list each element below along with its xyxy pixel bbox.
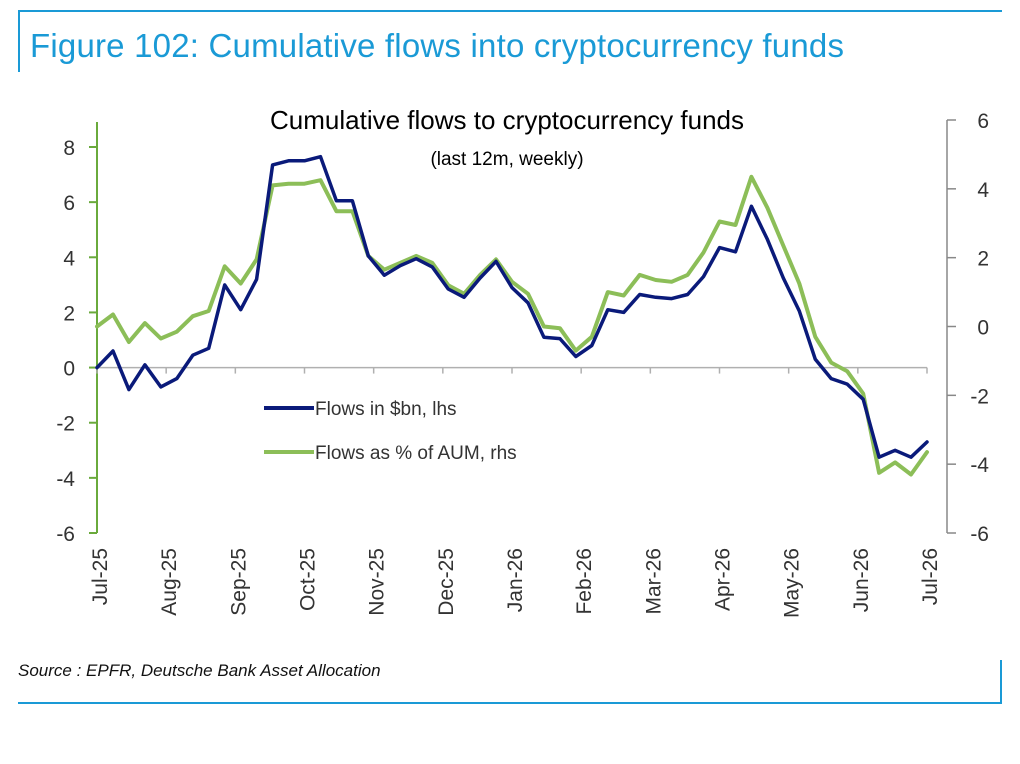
series-line-flows-pct-aum	[95, 174, 929, 477]
right-tick-label: -6	[970, 523, 989, 546]
x-tick-label: Oct-25	[297, 548, 320, 611]
left-tick-label: -2	[56, 413, 75, 436]
right-tick-label: -2	[970, 385, 989, 408]
figure-title: Figure 102: Cumulative flows into crypto…	[30, 27, 845, 64]
frame-right-rule	[1000, 660, 1002, 704]
legend-label-flows-bn: Flows in $bn, lhs	[315, 399, 457, 420]
axes-layer: -6 -4 -2 0 2 4 6 8 Jul-25 Aug-25 Sep-25 Oct-25 Nov-2…	[56, 110, 989, 618]
left-tick-label: 2	[63, 302, 75, 325]
series-line-flows-bn	[95, 154, 929, 459]
right-tick-label: 4	[977, 179, 989, 202]
series-layer	[95, 154, 929, 477]
x-tick-label: Jul-26	[919, 548, 942, 605]
x-tick-label: Sep-25	[227, 548, 250, 616]
right-tick-label: 2	[977, 248, 989, 271]
source-note: Source : EPFR, Deutsche Bank Asset Alloc…	[18, 661, 381, 680]
frame-top-rule	[18, 10, 1002, 12]
chart-subtitle: (last 12m, weekly)	[430, 149, 583, 170]
x-tick-label: Jan-26	[504, 548, 527, 612]
chart-title: Cumulative flows to cryptocurrency funds	[270, 105, 744, 135]
left-tick-label: -4	[56, 468, 75, 491]
left-tick-label: 0	[63, 358, 75, 381]
x-tick-label: Feb-26	[573, 548, 596, 615]
right-tick-label: -4	[970, 454, 989, 477]
x-tick-label: Jun-26	[850, 548, 873, 612]
x-tick-label: Jul-25	[89, 548, 112, 605]
legend: Flows in $bn, lhs Flows as % of AUM, rhs	[264, 399, 517, 464]
x-tick-label: Dec-25	[435, 548, 458, 616]
frame-bottom-rule	[18, 702, 1002, 704]
legend-label-flows-pct: Flows as % of AUM, rhs	[315, 443, 517, 464]
x-tick-label: May-26	[781, 548, 804, 618]
left-tick-label: 8	[63, 137, 75, 160]
frame-left-rule	[18, 10, 20, 72]
x-tick-label: Aug-25	[158, 548, 181, 616]
chart-canvas: Cumulative flows to cryptocurrency funds…	[56, 105, 989, 618]
left-tick-label: 6	[63, 192, 75, 215]
x-tick-label: Mar-26	[642, 548, 665, 615]
left-tick-label: -6	[56, 523, 75, 546]
x-tick-label: Apr-26	[712, 548, 735, 611]
right-tick-label: 6	[977, 110, 989, 133]
right-tick-label: 0	[977, 317, 989, 340]
x-tick-label: Nov-25	[366, 548, 389, 616]
left-tick-label: 4	[63, 247, 75, 270]
